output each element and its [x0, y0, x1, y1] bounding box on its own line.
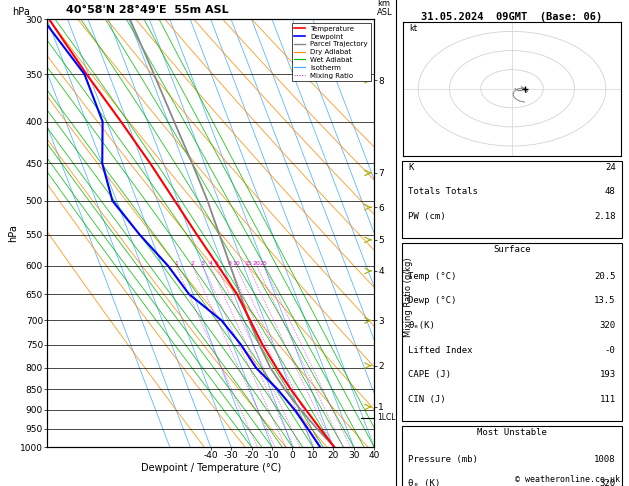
- Text: K: K: [408, 163, 414, 172]
- Text: Most Unstable: Most Unstable: [477, 428, 547, 436]
- Legend: Temperature, Dewpoint, Parcel Trajectory, Dry Adiabat, Wet Adiabat, Isotherm, Mi: Temperature, Dewpoint, Parcel Trajectory…: [292, 23, 370, 81]
- Text: Dewp (°C): Dewp (°C): [408, 296, 457, 305]
- Text: 20.5: 20.5: [594, 272, 616, 281]
- Text: Totals Totals: Totals Totals: [408, 188, 478, 196]
- Text: CAPE (J): CAPE (J): [408, 370, 452, 379]
- Text: 1008: 1008: [594, 454, 616, 464]
- Text: 15: 15: [244, 260, 252, 266]
- Text: 4: 4: [208, 260, 213, 266]
- Bar: [402, 243, 622, 421]
- Text: 1LCL: 1LCL: [377, 413, 396, 422]
- X-axis label: Dewpoint / Temperature (°C): Dewpoint / Temperature (°C): [141, 463, 281, 473]
- Text: 13.5: 13.5: [594, 296, 616, 305]
- Bar: [402, 426, 622, 486]
- Text: 320: 320: [599, 321, 616, 330]
- Text: θₑ(K): θₑ(K): [408, 321, 435, 330]
- Text: kt: kt: [409, 24, 417, 34]
- Text: CIN (J): CIN (J): [408, 395, 446, 404]
- Text: Pressure (mb): Pressure (mb): [408, 454, 478, 464]
- Y-axis label: hPa: hPa: [9, 225, 19, 242]
- Text: 5: 5: [214, 260, 218, 266]
- Text: hPa: hPa: [13, 7, 30, 17]
- Text: 2: 2: [191, 260, 194, 266]
- Text: km
ASL: km ASL: [377, 0, 393, 17]
- Text: PW (cm): PW (cm): [408, 212, 446, 221]
- Text: Temp (°C): Temp (°C): [408, 272, 457, 281]
- Text: 193: 193: [599, 370, 616, 379]
- Text: 111: 111: [599, 395, 616, 404]
- Text: 320: 320: [599, 479, 616, 486]
- Text: 48: 48: [605, 188, 616, 196]
- Text: 31.05.2024  09GMT  (Base: 06): 31.05.2024 09GMT (Base: 06): [421, 12, 603, 22]
- Text: 8: 8: [228, 260, 231, 266]
- Text: Mixing Ratio (g/kg): Mixing Ratio (g/kg): [404, 258, 413, 337]
- Text: 25: 25: [260, 260, 268, 266]
- Text: 1: 1: [174, 260, 178, 266]
- Text: 24: 24: [605, 163, 616, 172]
- Text: 2.18: 2.18: [594, 212, 616, 221]
- Bar: [402, 161, 622, 238]
- Text: © weatheronline.co.uk: © weatheronline.co.uk: [515, 475, 620, 485]
- Text: Surface: Surface: [493, 245, 531, 254]
- Text: 3: 3: [201, 260, 205, 266]
- Text: 10: 10: [232, 260, 240, 266]
- Text: Lifted Index: Lifted Index: [408, 346, 473, 355]
- Text: 40°58'N 28°49'E  55m ASL: 40°58'N 28°49'E 55m ASL: [66, 4, 229, 15]
- Text: -0: -0: [605, 346, 616, 355]
- Text: 20: 20: [253, 260, 260, 266]
- Text: θₑ (K): θₑ (K): [408, 479, 441, 486]
